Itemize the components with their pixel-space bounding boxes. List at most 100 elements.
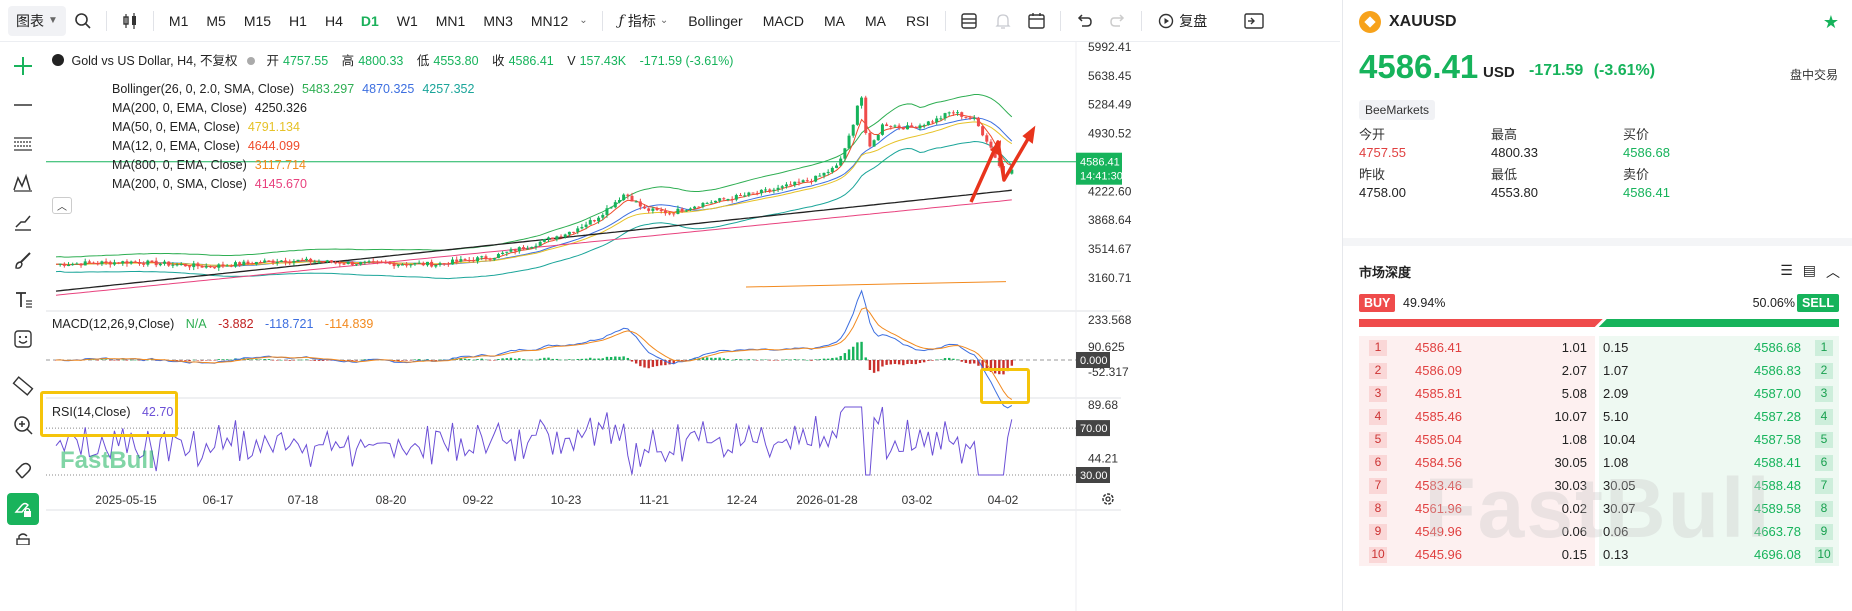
macd-histogram-bar	[939, 359, 943, 360]
magnet-tool-icon[interactable]	[0, 450, 46, 489]
macd-histogram-bar	[276, 360, 279, 361]
timeframe-m1[interactable]: M1	[168, 12, 189, 29]
fullscreen-icon[interactable]	[1237, 6, 1271, 36]
macd-histogram-bar	[943, 358, 947, 360]
alert-icon[interactable]	[986, 6, 1020, 36]
depth-row[interactable]: 2 4586.09 2.07 1.07 4586.83 2	[1359, 359, 1839, 382]
candle-body	[634, 201, 638, 203]
doc-view-icon[interactable]: ▤	[1802, 262, 1816, 278]
timeframe-h4[interactable]: H4	[324, 12, 343, 29]
depth-view-controls: ☰ ▤ ︿	[1780, 262, 1840, 282]
candle-body	[438, 263, 442, 265]
price-chart-canvas[interactable]: 5992.41 5638.45 5284.49 4930.52 4222.60 3868.…	[46, 42, 1340, 611]
depth-row[interactable]: 7 4583.46 30.03 30.05 4588.48 7	[1359, 474, 1839, 497]
favorite-star-icon[interactable]: ★	[1822, 11, 1839, 32]
indicator-value: 4257.352	[422, 82, 475, 96]
macd-histogram-bar	[321, 360, 325, 361]
depth-row[interactable]: 3 4585.81 5.08 2.09 4587.00 3	[1359, 382, 1839, 405]
chart-area[interactable]: 5992.41 5638.45 5284.49 4930.52 4222.60 3868.…	[40, 42, 1340, 611]
indicator-shortcut-bollinger-0[interactable]: Bollinger	[688, 12, 743, 29]
fib-tool-icon[interactable]	[0, 124, 46, 163]
macd-line	[55, 289, 1013, 409]
indicator-legend-row[interactable]: MA(200, 0, SMA, Close) 4145.670	[112, 177, 478, 196]
candle-body	[288, 262, 292, 264]
indicator-value: 4145.670	[254, 177, 307, 191]
list-view-icon[interactable]: ☰	[1780, 262, 1793, 278]
macd-histogram-bar	[129, 359, 133, 361]
candle-body	[801, 180, 805, 183]
indicator-legend-row[interactable]: MA(50, 0, EMA, Close) 4791.134	[112, 120, 478, 139]
collapse-legend-button[interactable]: ︿	[52, 197, 72, 214]
timeframe-m5[interactable]: M5	[206, 12, 226, 29]
indicator-legend-row[interactable]: MA(200, 0, EMA, Close) 4250.326	[112, 101, 478, 120]
timeframe-d1[interactable]: D1	[360, 12, 379, 29]
indicator-shortcut-macd-1[interactable]: MACD	[762, 12, 804, 29]
candle-body	[672, 213, 676, 215]
timeframe-mn3[interactable]: MN3	[483, 12, 513, 29]
depth-row[interactable]: 1 4586.41 1.01 0.15 4586.68 1	[1359, 336, 1839, 359]
pattern-tool-icon[interactable]	[0, 163, 46, 202]
candle-body	[221, 264, 225, 267]
depth-row[interactable]: 4 4585.46 10.07 5.10 4587.28 4	[1359, 405, 1839, 428]
search-icon[interactable]	[66, 6, 100, 36]
timeframe-mn12[interactable]: MN12	[530, 12, 569, 29]
timeframe-h1[interactable]: H1	[289, 12, 307, 29]
depth-row[interactable]: 10 4545.96 0.15 0.13 4696.08 10	[1359, 543, 1839, 566]
candle-body	[484, 256, 488, 259]
indicator-shortcut-ma-2[interactable]: MA	[823, 12, 845, 29]
indicator-legend-row[interactable]: MA(12, 0, EMA, Close) 4644.099	[112, 139, 478, 158]
macd-histogram-bar	[484, 359, 488, 361]
depth-row[interactable]: 8 4561.96 0.02 30.07 4589.58 8	[1359, 497, 1839, 520]
indicators-button[interactable]: ƒ 指标 ⌄	[609, 6, 679, 36]
unlock-tool-icon[interactable]	[0, 528, 46, 548]
depth-row[interactable]: 9 4549.96 0.06 0.06 4663.78 9	[1359, 520, 1839, 543]
macd-histogram-bar	[764, 359, 767, 360]
candlestick-icon[interactable]	[113, 6, 147, 36]
horizontal-line-tool-icon[interactable]	[0, 85, 46, 124]
timeframe-w1[interactable]: W1	[396, 12, 418, 29]
crosshair-tool-icon[interactable]	[0, 46, 46, 85]
layout-icon[interactable]	[952, 6, 986, 36]
zoom-in-tool-icon[interactable]	[0, 405, 46, 444]
bid-level-index: 3	[1369, 386, 1387, 402]
date-axis-label: 12-24	[727, 493, 758, 507]
price-axis-label: 4222.60	[1088, 184, 1132, 198]
indicator-shortcut-ma-3[interactable]: MA	[864, 12, 886, 29]
candle-body	[534, 245, 538, 247]
chart-type-dropdown[interactable]: 图表 ▼	[8, 5, 66, 36]
macd-histogram-bar	[196, 360, 200, 361]
lock-drawings-tool-icon[interactable]	[0, 489, 46, 528]
trend-line-tool-icon[interactable]	[0, 202, 46, 241]
candle-body	[985, 135, 989, 142]
emoji-tool-icon[interactable]	[0, 319, 46, 358]
timeframe-m15[interactable]: M15	[243, 12, 272, 29]
broker-badge[interactable]: BeeMarkets	[1359, 100, 1436, 120]
indicator-value: 4791.134	[247, 120, 300, 134]
candle-body	[384, 262, 388, 264]
current-price-tag	[1076, 152, 1122, 185]
ask-price: 4587.28	[1754, 409, 1801, 424]
macd-histogram-bar	[509, 357, 513, 360]
timeframe-mn1[interactable]: MN1	[435, 12, 466, 29]
macd-histogram-bar	[113, 360, 116, 361]
depth-row[interactable]: 5 4585.04 1.08 10.04 4587.58 5	[1359, 428, 1839, 451]
indicator-value: 5483.297	[302, 82, 355, 96]
chevron-up-icon[interactable]: ︿	[1826, 264, 1840, 280]
undo-icon[interactable]	[1067, 6, 1101, 36]
ask-level-index: 3	[1815, 386, 1833, 402]
settings-gear-icon[interactable]	[1100, 491, 1116, 507]
text-tool-icon[interactable]	[0, 280, 46, 319]
ask-bg	[1599, 428, 1839, 451]
ruler-tool-icon[interactable]	[0, 366, 46, 405]
redo-icon[interactable]	[1101, 6, 1135, 36]
depth-row[interactable]: 6 4584.56 30.05 1.08 4588.41 6	[1359, 451, 1839, 474]
indicator-legend-row[interactable]: Bollinger(26, 0, 2.0, SMA, Close) 5483.29…	[112, 82, 478, 101]
brush-tool-icon[interactable]	[0, 241, 46, 280]
indicator-legend-row[interactable]: MA(800, 0, EMA, Close) 3117.714	[112, 158, 478, 177]
macd-histogram-bar	[818, 359, 822, 360]
calendar-icon[interactable]	[1020, 6, 1054, 36]
candle-body	[538, 241, 542, 246]
replay-button[interactable]: 复盘	[1148, 6, 1217, 36]
chevron-down-icon[interactable]: ⌄	[579, 15, 588, 26]
indicator-shortcut-rsi-4[interactable]: RSI	[905, 12, 930, 29]
